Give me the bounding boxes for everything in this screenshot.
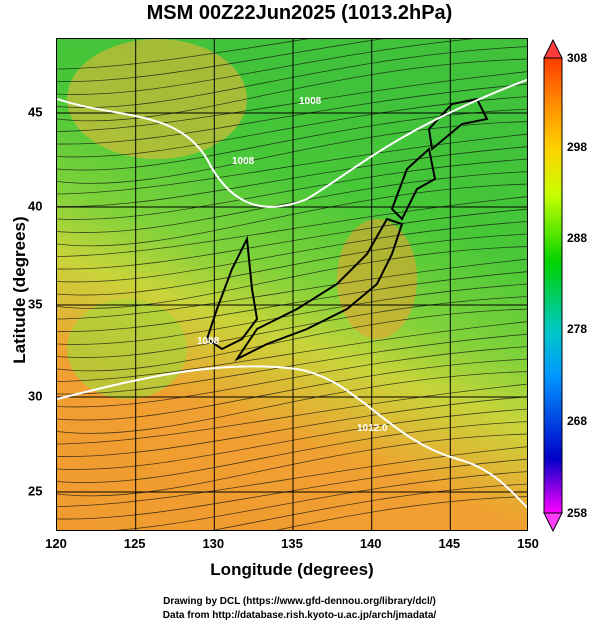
- map-plot-area: 1008 1008 1012.0 1008: [56, 38, 528, 531]
- streamline: [57, 221, 527, 283]
- isobar-contours: [57, 78, 527, 509]
- y-tick-label: 30: [28, 388, 43, 404]
- streamline: [57, 39, 474, 95]
- streamline: [212, 483, 527, 530]
- streamline: [57, 96, 527, 158]
- streamline: [57, 358, 527, 421]
- colorbar-tick: 298: [567, 140, 588, 154]
- coastline: [205, 97, 489, 362]
- streamline: [57, 171, 527, 233]
- contour-label: 1008: [197, 336, 220, 347]
- streamline: [57, 321, 527, 382]
- credit-dcl: Drawing by DCL (https://www.gfd-dennou.o…: [163, 596, 436, 607]
- streamline: [57, 246, 527, 309]
- streamline: [57, 39, 309, 70]
- streamline: [57, 308, 527, 372]
- y-tick-label: 35: [28, 296, 43, 312]
- streamline: [57, 258, 527, 320]
- y-tick-label: 25: [28, 483, 43, 499]
- y-tick-label: 40: [28, 198, 43, 214]
- streamline: [57, 158, 527, 220]
- chart-title: MSM 00Z22Jun2025 (1013.2hPa): [146, 2, 453, 24]
- x-tick-label: 135: [281, 536, 303, 551]
- streamline: [57, 146, 527, 207]
- y-axis-label: Latitude (degrees): [10, 216, 29, 364]
- streamline: [57, 196, 527, 257]
- x-tick-label: 145: [438, 536, 461, 551]
- x-tick-label: 140: [359, 536, 382, 551]
- contour-label: 1008: [299, 96, 322, 107]
- streamline: [57, 433, 527, 497]
- streamline: [57, 383, 527, 445]
- colorbar-tick: 278: [567, 322, 588, 336]
- x-tick-label: 130: [202, 536, 225, 551]
- streamline: [57, 133, 527, 195]
- colorbar-max-arrow: [543, 38, 563, 59]
- streamline: [57, 283, 527, 345]
- streamline: [57, 333, 527, 395]
- streamline: [57, 396, 527, 457]
- streamline: [57, 121, 527, 184]
- streamline: [275, 496, 527, 530]
- colorbar-tick: 258: [567, 506, 588, 520]
- colorbar-tick: 308: [567, 51, 588, 65]
- streamline: [57, 371, 527, 434]
- x-axis-label: Longitude (degrees): [210, 560, 374, 579]
- streamline: [57, 208, 527, 270]
- colorbar: [543, 38, 563, 533]
- wind-streamlines: [57, 39, 527, 530]
- contour-label: 1012.0: [357, 423, 388, 434]
- colorbar-min-arrow: [543, 512, 563, 533]
- streamline: [57, 346, 527, 408]
- streamline: [57, 71, 527, 132]
- streamline: [57, 408, 527, 470]
- x-tick-label: 120: [45, 536, 67, 551]
- contour-label: 1008: [232, 156, 255, 167]
- streamline: [57, 83, 527, 145]
- x-tick-label: 150: [517, 536, 539, 551]
- streamline: [57, 271, 527, 332]
- streamline: [57, 421, 527, 483]
- credit-data-source: Data from http://database.rish.kyoto-u.a…: [162, 610, 437, 621]
- streamline: [57, 58, 527, 122]
- colorbar-tick: 288: [567, 231, 588, 245]
- streamline: [57, 183, 527, 247]
- streamline: [57, 233, 527, 296]
- streamline: [57, 46, 527, 108]
- y-tick-label: 45: [28, 104, 43, 120]
- x-tick-label: 125: [123, 536, 146, 551]
- streamline: [57, 39, 384, 82]
- colorbar-tick: 268: [567, 414, 588, 428]
- streamline: [57, 296, 527, 358]
- streamline: [57, 458, 527, 520]
- temperature-field: 1008 1008 1012.0 1008: [57, 39, 527, 530]
- streamline: [114, 471, 527, 530]
